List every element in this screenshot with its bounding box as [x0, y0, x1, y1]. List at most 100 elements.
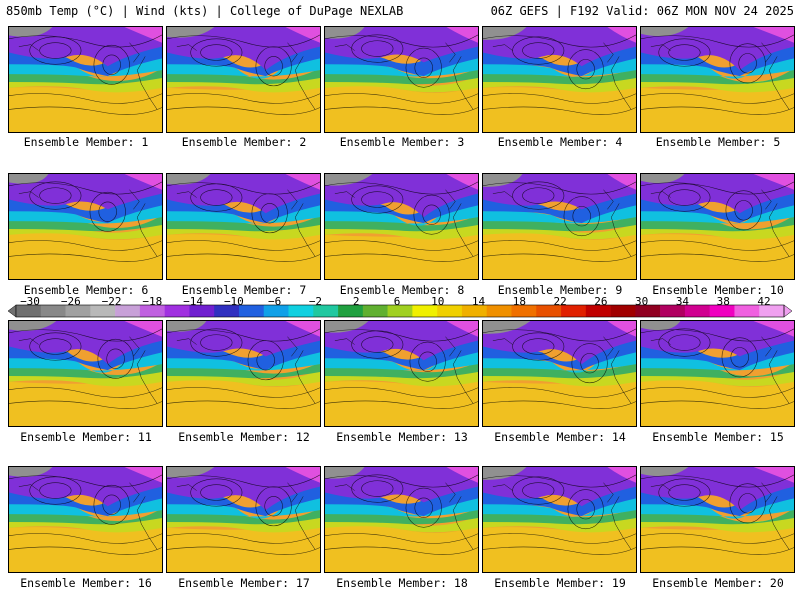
- ensemble-member-label: Ensemble Member: 1: [23, 135, 149, 149]
- temperature-map: [641, 27, 794, 132]
- colorbar-tick-label: −22: [101, 295, 122, 308]
- colorbar-segment: [90, 305, 116, 317]
- ensemble-member-label: Ensemble Member: 19: [494, 576, 626, 590]
- temperature-map: [9, 321, 162, 426]
- colorbar-tick-label: 14: [471, 295, 486, 308]
- ensemble-member-label: Ensemble Member: 11: [20, 430, 152, 444]
- colorbar-segment: [387, 305, 413, 317]
- colorbar-segment: [610, 305, 636, 317]
- ensemble-panel-16: [8, 466, 163, 573]
- colorbar-segment: [684, 305, 710, 317]
- ensemble-panel-4: [482, 26, 637, 133]
- temperature-map: [9, 27, 162, 132]
- colorbar-segment: [660, 305, 686, 317]
- temperature-map: [325, 174, 478, 279]
- colorbar-segment: [288, 305, 314, 317]
- ensemble-panel-1: [8, 26, 163, 133]
- colorbar-tick-label: 6: [393, 295, 401, 308]
- colorbar-tick-label: −14: [183, 295, 204, 308]
- ensemble-panel-2: [166, 26, 321, 133]
- colorbar-segment: [189, 305, 215, 317]
- ensemble-member-label: Ensemble Member: 17: [178, 576, 310, 590]
- ensemble-member-label: Ensemble Member: 20: [652, 576, 784, 590]
- temperature-map: [325, 27, 478, 132]
- colorbar-segment: [734, 305, 760, 317]
- temperature-map: [483, 27, 636, 132]
- colorbar-segment: [486, 305, 512, 317]
- colorbar-tick-label: 30: [635, 295, 649, 308]
- temperature-map: [641, 174, 794, 279]
- ensemble-member-label: Ensemble Member: 15: [652, 430, 784, 444]
- colorbar-segment: [561, 305, 587, 317]
- colorbar-tick-label: 34: [675, 295, 690, 308]
- ensemble-member-label: Ensemble Member: 13: [336, 430, 468, 444]
- temperature-map: [483, 467, 636, 572]
- colorbar-tick-label: 26: [594, 295, 608, 308]
- ensemble-panel-19: [482, 466, 637, 573]
- colorbar-segment: [511, 305, 537, 317]
- ensemble-panel-14: [482, 320, 637, 427]
- ensemble-panel-15: [640, 320, 795, 427]
- ensemble-panel-8: [324, 173, 479, 280]
- colorbar-segment: [536, 305, 562, 317]
- temperature-map: [9, 174, 162, 279]
- colorbar-segment: [362, 305, 388, 317]
- colorbar-tick-label: −10: [223, 295, 244, 308]
- ensemble-member-label: Ensemble Member: 18: [336, 576, 468, 590]
- ensemble-panel-11: [8, 320, 163, 427]
- ensemble-panel-3: [324, 26, 479, 133]
- valid-time-label: 06Z GEFS | F192 Valid: 06Z MON NOV 24 20…: [490, 4, 794, 18]
- colorbar-segment: [437, 305, 463, 317]
- colorbar-segment: [164, 305, 190, 317]
- ensemble-panel-17: [166, 466, 321, 573]
- temperature-map: [641, 467, 794, 572]
- temperature-map: [325, 467, 478, 572]
- ensemble-member-label: Ensemble Member: 12: [178, 430, 310, 444]
- ensemble-panel-6: [8, 173, 163, 280]
- ensemble-member-label: Ensemble Member: 5: [655, 135, 781, 149]
- colorbar-segment: [635, 305, 661, 317]
- colorbar-segment: [313, 305, 339, 317]
- ensemble-member-label: Ensemble Member: 10: [652, 283, 784, 297]
- ensemble-member-label: Ensemble Member: 8: [339, 283, 465, 297]
- colorbar-segment: [759, 305, 785, 317]
- temperature-map: [483, 174, 636, 279]
- temperature-map: [167, 467, 320, 572]
- colorbar-segment: [263, 305, 289, 317]
- colorbar-right-arrow: [783, 304, 792, 318]
- map-title: 850mb Temp (°C) | Wind (kts) | College o…: [6, 4, 404, 18]
- colorbar-segment: [40, 305, 66, 317]
- colorbar-tick-label: −30: [20, 295, 40, 308]
- colorbar-segment: [412, 305, 438, 317]
- ensemble-panel-5: [640, 26, 795, 133]
- colorbar-tick-label: −26: [60, 295, 81, 308]
- temperature-map: [9, 467, 162, 572]
- ensemble-panel-20: [640, 466, 795, 573]
- colorbar-segment: [115, 305, 141, 317]
- colorbar-segment: [585, 305, 611, 317]
- colorbar-segment: [709, 305, 735, 317]
- ensemble-member-label: Ensemble Member: 14: [494, 430, 626, 444]
- colorbar-border: [15, 304, 785, 318]
- colorbar-segment: [16, 305, 42, 317]
- ensemble-panel-18: [324, 466, 479, 573]
- colorbar-tick-label: 18: [512, 295, 526, 308]
- colorbar-tick-label: 38: [716, 295, 730, 308]
- colorbar-segment: [214, 305, 240, 317]
- colorbar-segment: [65, 305, 91, 317]
- ensemble-member-label: Ensemble Member: 7: [181, 283, 307, 297]
- ensemble-member-label: Ensemble Member: 2: [181, 135, 307, 149]
- temperature-colorbar: [8, 304, 792, 318]
- colorbar-tick-label: 2: [352, 295, 360, 308]
- ensemble-panel-10: [640, 173, 795, 280]
- ensemble-member-label: Ensemble Member: 9: [497, 283, 623, 297]
- temperature-map: [641, 321, 794, 426]
- colorbar-segment: [338, 305, 364, 317]
- ensemble-panel-13: [324, 320, 479, 427]
- temperature-map: [167, 321, 320, 426]
- ensemble-panel-9: [482, 173, 637, 280]
- temperature-map: [167, 174, 320, 279]
- colorbar-tick-label: 42: [757, 295, 771, 308]
- colorbar-tick-label: 22: [553, 295, 567, 308]
- colorbar-tick-label: −2: [308, 295, 323, 308]
